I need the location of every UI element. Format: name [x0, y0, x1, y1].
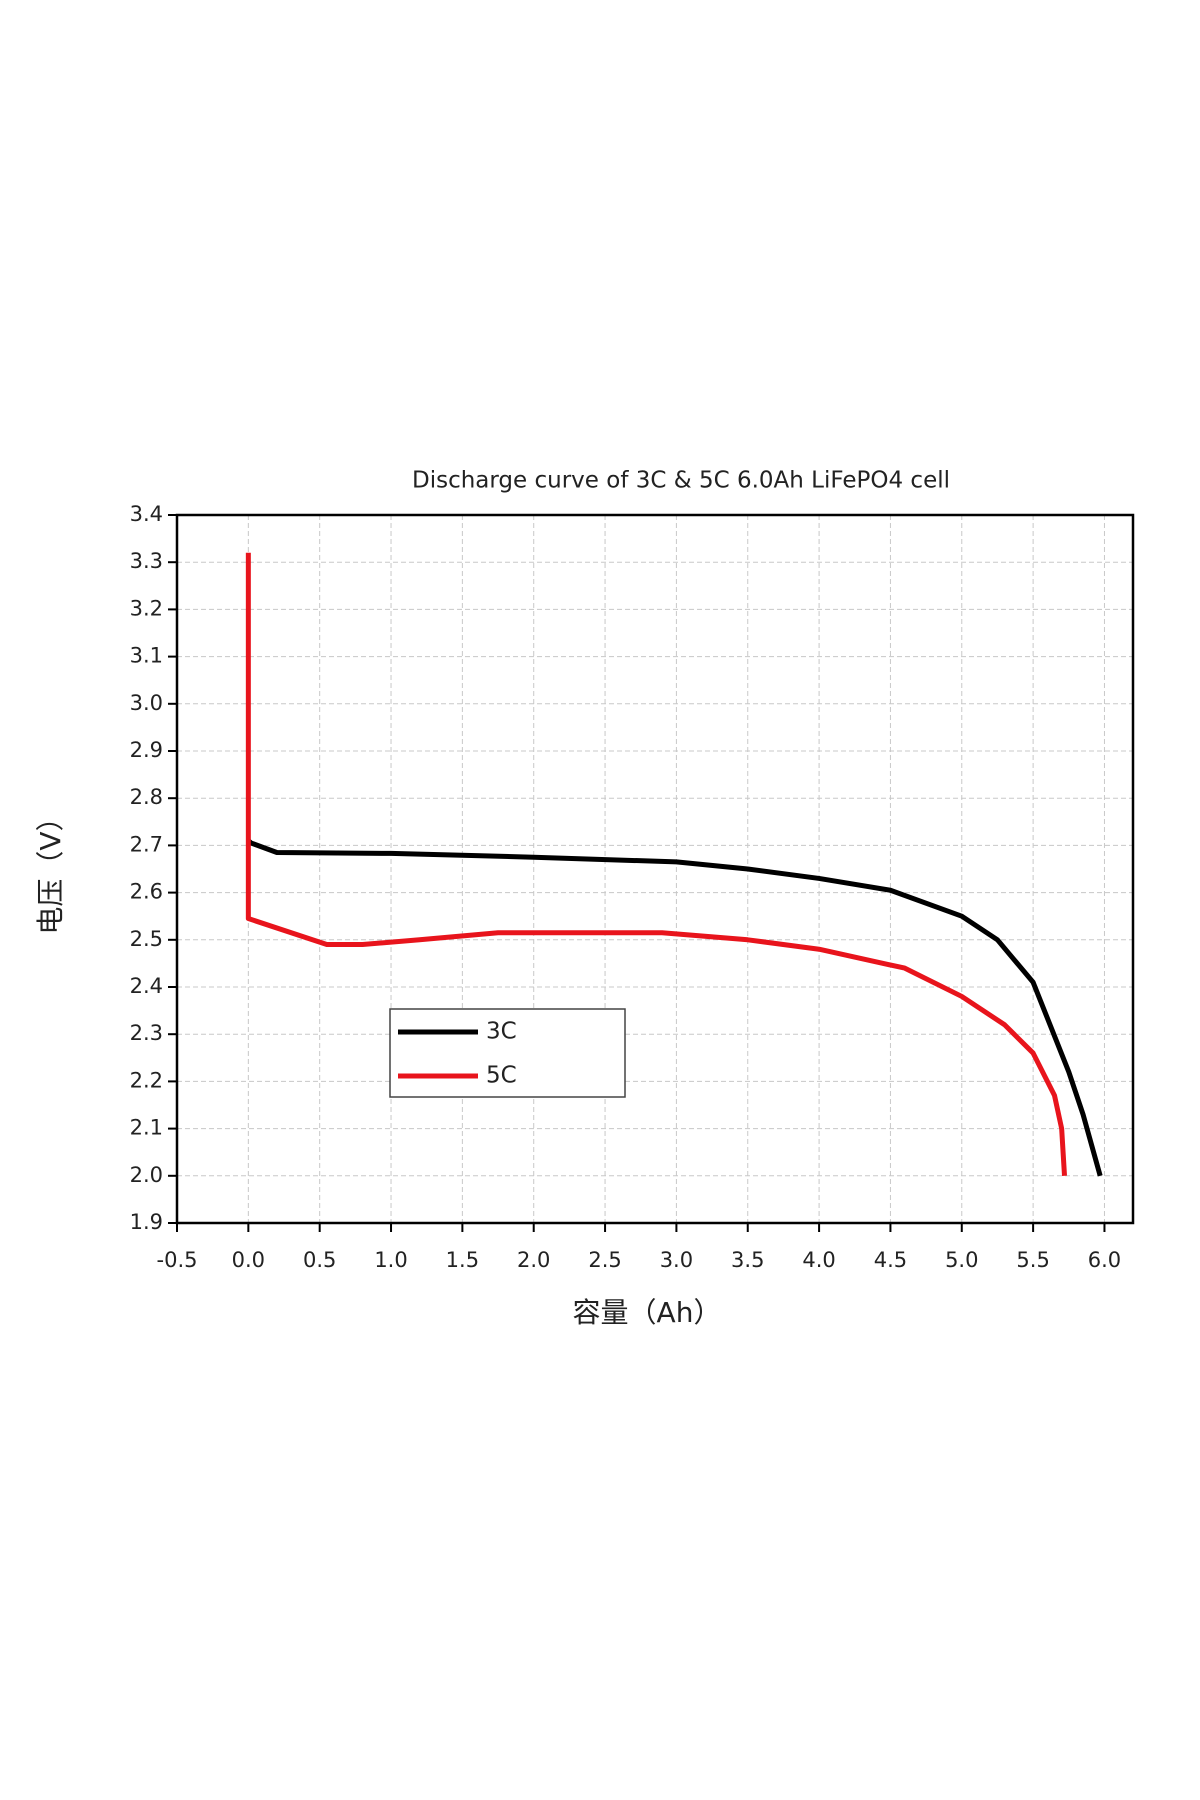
y-tick-label: 1.9 — [130, 1210, 163, 1234]
y-tick-label: 2.5 — [130, 927, 163, 951]
y-tick-label: 3.4 — [130, 502, 163, 526]
x-tick-label: 2.0 — [517, 1248, 550, 1272]
legend-box — [389, 1008, 626, 1098]
x-tick-label: -0.5 — [157, 1248, 198, 1272]
x-tick-label: 6.0 — [1088, 1248, 1121, 1272]
line-series — [245, 552, 1068, 1176]
y-tick-label: 2.1 — [130, 1116, 163, 1140]
x-tick-label: 0.5 — [303, 1248, 336, 1272]
y-tick-label: 2.7 — [130, 832, 163, 856]
x-tick-label: 5.5 — [1016, 1248, 1049, 1272]
x-tick-label: 4.0 — [802, 1248, 835, 1272]
y-tick-label: 2.8 — [130, 785, 163, 809]
y-tick-label: 2.2 — [130, 1068, 163, 1092]
x-tick-label: 3.0 — [660, 1248, 693, 1272]
x-axis-label: 容量（Ah） — [573, 1296, 722, 1329]
x-tick-label: 0.0 — [232, 1248, 265, 1272]
chart-title: Discharge curve of 3C & 5C 6.0Ah LiFePO4… — [412, 468, 950, 494]
x-tick-label: 1.0 — [374, 1248, 407, 1272]
y-tick-label: 2.9 — [130, 738, 163, 762]
legend-label: 5C — [486, 1063, 517, 1089]
plot-frame — [175, 513, 1135, 1225]
y-tick-label: 2.4 — [130, 974, 163, 998]
x-tick-label: 5.0 — [945, 1248, 978, 1272]
y-tick-label: 2.0 — [130, 1163, 163, 1187]
line-series — [246, 838, 1103, 1177]
y-tick-label: 3.0 — [130, 691, 163, 715]
y-tick-label: 3.3 — [130, 549, 163, 573]
legend-label: 3C — [486, 1019, 517, 1045]
x-tick-label: 3.5 — [731, 1248, 764, 1272]
x-tick-label: 2.5 — [588, 1248, 621, 1272]
x-tick-label: 1.5 — [446, 1248, 479, 1272]
y-tick-label: 3.2 — [130, 596, 163, 620]
y-tick-label: 2.6 — [130, 880, 163, 904]
y-axis-label: 电压（V） — [34, 803, 67, 934]
y-tick-label: 3.1 — [130, 644, 163, 668]
y-tick-label: 2.3 — [130, 1021, 163, 1045]
x-tick-label: 4.5 — [874, 1248, 907, 1272]
